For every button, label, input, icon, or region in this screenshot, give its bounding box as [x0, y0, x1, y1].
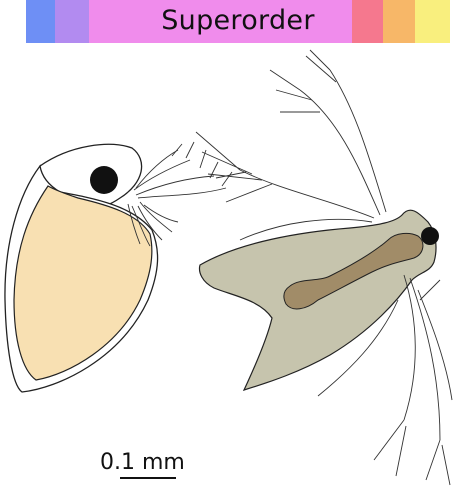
gut: [283, 232, 424, 310]
water-flea: [4, 141, 233, 393]
valve-fill: [13, 185, 153, 381]
larva-eye: [421, 227, 439, 245]
anostracan-larva: [195, 49, 453, 486]
rank-color-bar: Superorder: [26, 0, 450, 43]
scale-bar-line: [120, 477, 176, 479]
segment-red: [352, 0, 383, 43]
segment-magenta: [89, 0, 352, 43]
segment-orange: [383, 0, 415, 43]
rank-label: Superorder: [161, 5, 315, 36]
scale-label: 0.1 mm: [100, 450, 185, 475]
segment-violet: [55, 0, 89, 43]
compound-eye: [90, 166, 118, 194]
right-appendages: [195, 49, 453, 486]
segment-yellow: [415, 0, 450, 43]
segment-blue: [26, 0, 55, 43]
left-antennae: [127, 141, 233, 247]
